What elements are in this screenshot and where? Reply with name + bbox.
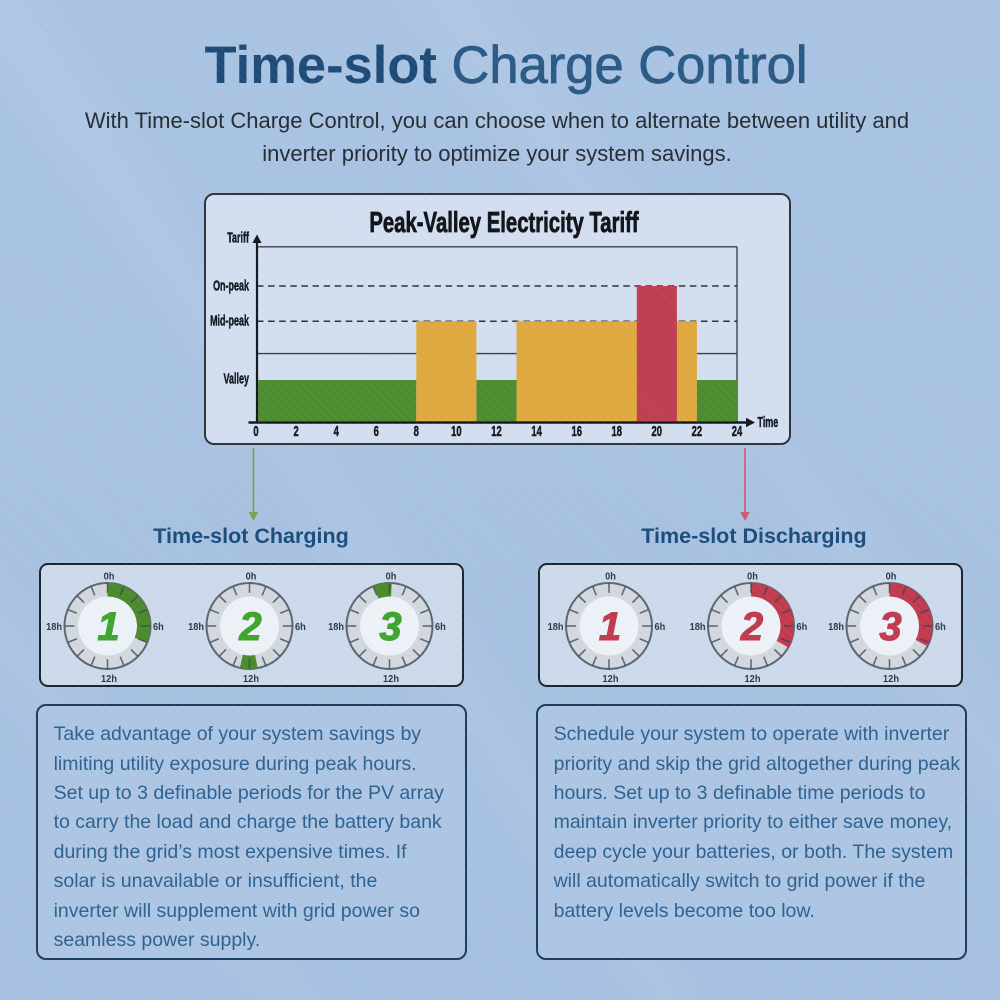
svg-text:0h: 0h xyxy=(605,571,616,583)
svg-text:18h: 18h xyxy=(188,621,204,633)
svg-text:6h: 6h xyxy=(655,621,666,633)
svg-text:0h: 0h xyxy=(886,571,897,583)
svg-text:6h: 6h xyxy=(153,621,164,633)
svg-text:4: 4 xyxy=(334,423,339,440)
svg-text:22: 22 xyxy=(692,423,703,440)
svg-text:12: 12 xyxy=(491,423,502,440)
svg-text:On-peak: On-peak xyxy=(213,277,249,294)
svg-text:18h: 18h xyxy=(46,621,62,633)
svg-text:6: 6 xyxy=(374,423,379,440)
svg-text:0h: 0h xyxy=(386,571,397,583)
svg-text:2: 2 xyxy=(740,605,763,649)
svg-text:6h: 6h xyxy=(295,621,306,633)
svg-text:12h: 12h xyxy=(243,674,259,686)
svg-text:18h: 18h xyxy=(328,621,344,633)
svg-text:16: 16 xyxy=(571,423,582,440)
svg-text:12h: 12h xyxy=(101,674,117,686)
svg-text:Mid-peak: Mid-peak xyxy=(210,312,249,329)
svg-text:6h: 6h xyxy=(935,621,946,633)
svg-text:12h: 12h xyxy=(603,674,619,686)
svg-text:Valley: Valley xyxy=(224,370,250,387)
svg-text:3: 3 xyxy=(879,605,901,649)
svg-text:1: 1 xyxy=(97,605,119,649)
svg-text:10: 10 xyxy=(451,423,462,440)
svg-text:20: 20 xyxy=(652,423,663,440)
svg-text:Time: Time xyxy=(758,414,779,431)
svg-text:1: 1 xyxy=(599,605,621,649)
svg-text:2: 2 xyxy=(293,423,298,440)
svg-text:12h: 12h xyxy=(883,674,899,686)
svg-text:2: 2 xyxy=(238,605,261,649)
svg-text:0h: 0h xyxy=(246,571,257,583)
svg-text:14: 14 xyxy=(531,423,542,440)
svg-text:0h: 0h xyxy=(104,571,115,583)
svg-text:18h: 18h xyxy=(548,621,564,633)
svg-text:6h: 6h xyxy=(435,621,446,633)
svg-text:18: 18 xyxy=(612,423,623,440)
svg-text:3: 3 xyxy=(379,605,401,649)
svg-text:8: 8 xyxy=(414,423,419,440)
svg-text:0: 0 xyxy=(253,423,258,440)
svg-text:0h: 0h xyxy=(747,571,758,583)
svg-text:Tariff: Tariff xyxy=(227,229,250,246)
svg-text:12h: 12h xyxy=(745,674,761,686)
svg-text:24: 24 xyxy=(732,423,743,440)
svg-text:18h: 18h xyxy=(828,621,844,633)
svg-text:12h: 12h xyxy=(383,674,399,686)
svg-text:18h: 18h xyxy=(690,621,706,633)
svg-text:6h: 6h xyxy=(797,621,808,633)
